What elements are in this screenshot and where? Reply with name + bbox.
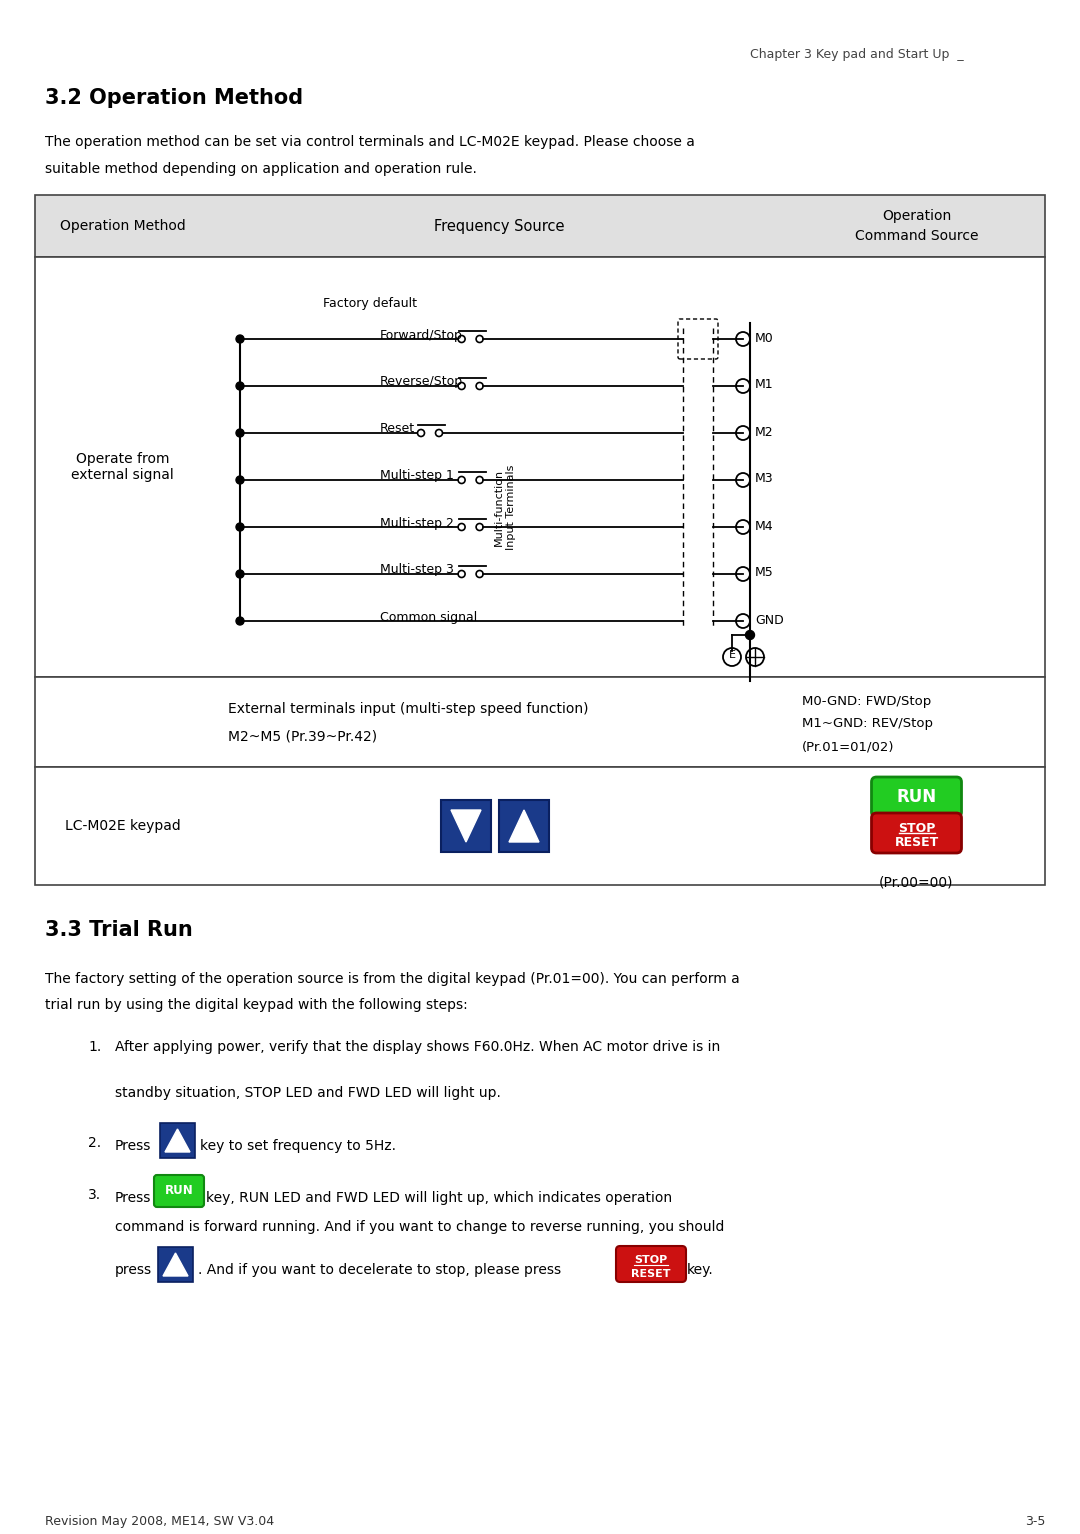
Text: key to set frequency to 5Hz.: key to set frequency to 5Hz. bbox=[200, 1140, 396, 1154]
Text: The factory setting of the operation source is from the digital keypad (Pr.01=00: The factory setting of the operation sou… bbox=[45, 973, 740, 986]
Text: Chapter 3 Key pad and Start Up  _: Chapter 3 Key pad and Start Up _ bbox=[750, 48, 963, 61]
Text: Press: Press bbox=[114, 1190, 151, 1206]
Bar bbox=[441, 801, 491, 851]
Bar bbox=[160, 1123, 195, 1158]
Text: Reverse/Stop: Reverse/Stop bbox=[380, 376, 463, 388]
Circle shape bbox=[237, 523, 244, 531]
Text: RUN: RUN bbox=[896, 788, 936, 805]
Circle shape bbox=[745, 630, 755, 640]
Text: Multi-step 3: Multi-step 3 bbox=[380, 563, 454, 577]
Text: M2~M5 (Pr.39~Pr.42): M2~M5 (Pr.39~Pr.42) bbox=[228, 730, 377, 744]
Text: RESET: RESET bbox=[894, 836, 939, 850]
Polygon shape bbox=[165, 1129, 190, 1152]
Polygon shape bbox=[451, 810, 481, 842]
Text: M0: M0 bbox=[755, 331, 773, 345]
Circle shape bbox=[237, 476, 244, 485]
Circle shape bbox=[237, 430, 244, 437]
Text: E: E bbox=[729, 650, 735, 660]
Text: M1~GND: REV/Stop: M1~GND: REV/Stop bbox=[802, 716, 933, 730]
Text: Multi-function
Input Terminals: Multi-function Input Terminals bbox=[495, 465, 516, 549]
Text: Multi-step 2: Multi-step 2 bbox=[380, 517, 454, 529]
Text: (Pr.01=01/02): (Pr.01=01/02) bbox=[802, 739, 894, 753]
Text: trial run by using the digital keypad with the following steps:: trial run by using the digital keypad wi… bbox=[45, 999, 468, 1012]
Bar bbox=[35, 258, 1045, 676]
Text: . And if you want to decelerate to stop, please press: . And if you want to decelerate to stop,… bbox=[198, 1262, 562, 1276]
Text: Operation Method: Operation Method bbox=[59, 219, 186, 233]
Text: command is forward running. And if you want to change to reverse running, you sh: command is forward running. And if you w… bbox=[114, 1220, 725, 1233]
Bar bbox=[35, 767, 1045, 885]
Polygon shape bbox=[163, 1253, 188, 1276]
Text: STOP: STOP bbox=[634, 1255, 667, 1266]
Text: Forward/Stop: Forward/Stop bbox=[380, 328, 463, 342]
Circle shape bbox=[237, 617, 244, 624]
Text: 3.3 Trial Run: 3.3 Trial Run bbox=[45, 920, 192, 940]
Text: Operation
Command Source: Operation Command Source bbox=[854, 209, 978, 242]
Circle shape bbox=[237, 334, 244, 344]
Text: Frequency Source: Frequency Source bbox=[434, 218, 564, 233]
Text: standby situation, STOP LED and FWD LED will light up.: standby situation, STOP LED and FWD LED … bbox=[114, 1086, 501, 1100]
Text: RESET: RESET bbox=[631, 1269, 671, 1279]
Text: RUN: RUN bbox=[164, 1184, 193, 1198]
Text: Operate from
external signal: Operate from external signal bbox=[71, 453, 174, 482]
Text: Press: Press bbox=[114, 1140, 151, 1154]
Text: Common signal: Common signal bbox=[380, 611, 477, 623]
Text: M1: M1 bbox=[755, 379, 773, 391]
Text: 3.2 Operation Method: 3.2 Operation Method bbox=[45, 87, 303, 107]
Text: key.: key. bbox=[687, 1262, 714, 1276]
Text: Revision May 2008, ME14, SW V3.04: Revision May 2008, ME14, SW V3.04 bbox=[45, 1516, 274, 1528]
Text: M4: M4 bbox=[755, 520, 773, 532]
Text: Factory default: Factory default bbox=[323, 298, 417, 310]
Text: The operation method can be set via control terminals and LC-M02E keypad. Please: The operation method can be set via cont… bbox=[45, 135, 694, 149]
FancyBboxPatch shape bbox=[872, 778, 961, 818]
Bar bbox=[499, 801, 549, 851]
Text: press: press bbox=[114, 1262, 152, 1276]
Text: External terminals input (multi-step speed function): External terminals input (multi-step spe… bbox=[228, 703, 589, 716]
Bar bbox=[35, 676, 1045, 767]
Text: GND: GND bbox=[755, 614, 784, 626]
FancyBboxPatch shape bbox=[616, 1246, 686, 1282]
Text: suitable method depending on application and operation rule.: suitable method depending on application… bbox=[45, 163, 477, 176]
Circle shape bbox=[237, 382, 244, 390]
Text: 1.: 1. bbox=[87, 1040, 102, 1054]
Text: 2.: 2. bbox=[87, 1137, 102, 1150]
Text: (Pr.00=00): (Pr.00=00) bbox=[879, 874, 954, 890]
Text: M0-GND: FWD/Stop: M0-GND: FWD/Stop bbox=[802, 695, 931, 709]
Text: key, RUN LED and FWD LED will light up, which indicates operation: key, RUN LED and FWD LED will light up, … bbox=[206, 1190, 672, 1206]
Text: 3-5: 3-5 bbox=[1025, 1516, 1045, 1528]
Bar bbox=[35, 195, 1045, 258]
FancyBboxPatch shape bbox=[154, 1175, 204, 1207]
Text: Reset: Reset bbox=[380, 422, 415, 436]
Text: 3.: 3. bbox=[87, 1187, 102, 1203]
Polygon shape bbox=[509, 810, 539, 842]
Text: M5: M5 bbox=[755, 566, 773, 580]
Text: M2: M2 bbox=[755, 425, 773, 439]
Text: After applying power, verify that the display shows F60.0Hz. When AC motor drive: After applying power, verify that the di… bbox=[114, 1040, 720, 1054]
Text: LC-M02E keypad: LC-M02E keypad bbox=[65, 819, 180, 833]
Text: STOP: STOP bbox=[897, 822, 935, 834]
Text: Multi-step 1: Multi-step 1 bbox=[380, 469, 454, 483]
Text: M3: M3 bbox=[755, 472, 773, 485]
Bar bbox=[158, 1247, 193, 1282]
FancyBboxPatch shape bbox=[872, 813, 961, 853]
Circle shape bbox=[237, 571, 244, 578]
